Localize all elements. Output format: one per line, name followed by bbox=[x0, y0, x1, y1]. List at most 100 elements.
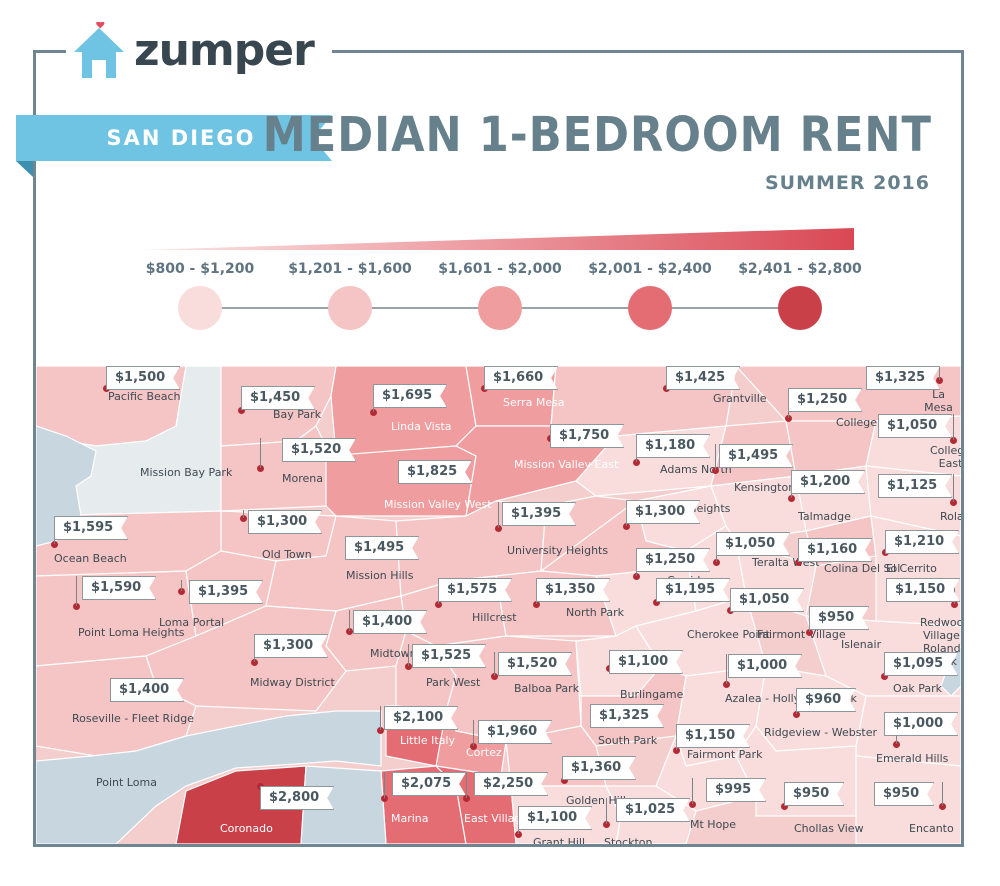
neighborhood-name: Point Loma Heights bbox=[78, 626, 185, 639]
rent-flag: $950 bbox=[874, 782, 934, 806]
flag-pole bbox=[939, 366, 940, 380]
rent-flag: $1,960 bbox=[478, 720, 552, 744]
rent-flag: $1,495 bbox=[345, 536, 419, 560]
legend-label: $1,601 - $2,000 bbox=[438, 261, 562, 277]
flag-pole bbox=[260, 438, 261, 468]
location-pin bbox=[561, 777, 568, 784]
location-pin bbox=[533, 601, 540, 608]
neighborhood-name: Midway District bbox=[250, 676, 335, 689]
rent-flag: $1,050 bbox=[878, 414, 952, 438]
neighborhood-name: College East bbox=[930, 444, 961, 470]
legend-swatch bbox=[628, 286, 672, 330]
location-pin bbox=[788, 495, 795, 502]
rent-flag: $1,050 bbox=[716, 532, 790, 556]
neighborhood-name: La Mesa bbox=[924, 388, 953, 414]
rent-flag: $1,150 bbox=[676, 724, 750, 748]
rent-flag: $950 bbox=[784, 782, 844, 806]
neighborhood-map: Pacific Beach $1,500 Mission Bay Park Bay P… bbox=[36, 366, 961, 844]
brand-name: zumper bbox=[134, 25, 315, 76]
legend-label: $2,401 - $2,800 bbox=[738, 261, 862, 277]
flag-pole bbox=[726, 654, 727, 684]
rent-flag: $1,000 bbox=[728, 654, 802, 678]
flag-pole bbox=[76, 576, 77, 606]
rent-flag: $1,750 bbox=[550, 424, 624, 448]
rent-flag: $1,325 bbox=[866, 366, 940, 390]
rent-flag: $1,150 bbox=[886, 578, 960, 602]
rent-flag: $1,695 bbox=[373, 384, 447, 408]
location-pin bbox=[673, 747, 680, 754]
rent-flag: $950 bbox=[809, 606, 869, 630]
location-pin bbox=[689, 801, 696, 808]
rent-flag: $1,095 bbox=[884, 652, 958, 676]
neighborhood-name: North Park bbox=[566, 606, 625, 619]
neighborhood-name: Chollas View bbox=[794, 822, 864, 835]
rent-flag: $995 bbox=[706, 778, 766, 802]
rent-flag: $1,660 bbox=[484, 366, 558, 390]
rent-flag: $960 bbox=[796, 688, 856, 712]
neighborhood-name: Mt Hope bbox=[690, 818, 737, 831]
location-pin bbox=[950, 499, 957, 506]
rent-flag: $1,450 bbox=[241, 386, 315, 410]
flag-pole bbox=[606, 798, 607, 824]
rent-flag: $1,180 bbox=[636, 434, 710, 458]
city-ribbon: SAN DIEGO bbox=[16, 115, 332, 161]
location-pin bbox=[881, 673, 888, 680]
neighborhood-name: Rolando bbox=[940, 510, 961, 523]
rent-flag: $1,025 bbox=[616, 798, 690, 822]
neighborhood-name: Cherokee Point bbox=[687, 628, 770, 641]
neighborhood-name: Old Town bbox=[262, 548, 312, 561]
neighborhood-name: Pacific Beach bbox=[108, 390, 181, 403]
legend-swatch bbox=[778, 286, 822, 330]
location-pin bbox=[723, 681, 730, 688]
neighborhood-name: Colina Del Sol bbox=[824, 562, 901, 575]
location-pin bbox=[515, 831, 522, 838]
neighborhood-name: Redwood Village - Rolando Park bbox=[920, 616, 961, 668]
neighborhood-name: Roseville - Fleet Ridge bbox=[72, 712, 194, 725]
neighborhood-name: Emerald Hills bbox=[876, 752, 949, 765]
rent-flag: $1,425 bbox=[666, 366, 740, 390]
location-pin bbox=[238, 407, 245, 414]
location-pin bbox=[470, 743, 477, 750]
neighborhood-name: Mission Valley East bbox=[514, 458, 619, 471]
rent-flag: $2,075 bbox=[392, 772, 466, 796]
location-pin bbox=[491, 673, 498, 680]
brand-logo: zumper bbox=[66, 18, 332, 84]
neighborhood-name: Point Loma bbox=[96, 776, 157, 789]
neighborhood-name: Mission Valley West bbox=[384, 498, 492, 511]
rent-flag: $1,575 bbox=[438, 578, 512, 602]
neighborhood-name: Grantville bbox=[713, 392, 767, 405]
neighborhood-name: Mission Bay Park bbox=[140, 466, 233, 479]
rent-flag: $1,200 bbox=[791, 470, 865, 494]
rent-flag: $1,100 bbox=[518, 806, 592, 830]
rent-flag: $1,520 bbox=[498, 652, 572, 676]
location-pin bbox=[346, 628, 353, 635]
neighborhood-name: El Cerrito bbox=[886, 562, 937, 575]
map-frame bbox=[33, 50, 964, 847]
neighborhood-name: Loma Portal bbox=[159, 616, 225, 629]
flag-pole bbox=[953, 414, 954, 440]
location-pin bbox=[795, 559, 802, 566]
neighborhood-name: Encanto bbox=[909, 822, 954, 835]
location-pin bbox=[51, 541, 58, 548]
location-pin bbox=[240, 515, 247, 522]
ribbon-fold bbox=[16, 161, 33, 177]
legend-swatch bbox=[478, 286, 522, 330]
city-name: SAN DIEGO bbox=[106, 126, 256, 150]
neighborhood-name: University Heights bbox=[507, 544, 609, 557]
neighborhood-name: Kensington bbox=[734, 481, 796, 494]
location-pin bbox=[178, 588, 185, 595]
neighborhood-name: Ocean Beach bbox=[54, 552, 127, 565]
rent-flag: $1,250 bbox=[636, 548, 710, 572]
rent-flag: $1,195 bbox=[656, 578, 730, 602]
rent-flag: $1,000 bbox=[884, 712, 958, 736]
legend-label: $1,201 - $1,600 bbox=[288, 261, 412, 277]
flag-pole bbox=[942, 782, 943, 806]
rent-flag: $2,100 bbox=[384, 706, 458, 730]
flag-pole bbox=[466, 772, 467, 798]
location-pin bbox=[73, 603, 80, 610]
flag-pole bbox=[473, 720, 474, 746]
rent-flag: $1,125 bbox=[878, 474, 952, 498]
neighborhood-name: Bay Park bbox=[273, 408, 322, 421]
neighborhood-name: Midtown bbox=[370, 647, 417, 660]
neighborhood-name: Ridgeview - Webster bbox=[764, 726, 878, 739]
